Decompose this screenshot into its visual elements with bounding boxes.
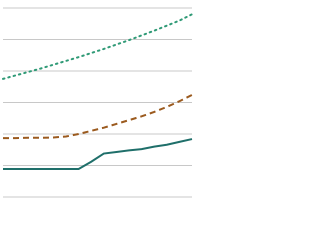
page: {"chart_data": {"type": "line", "x": [0,… (2, 7, 193, 198)
chart (2, 7, 193, 198)
data-line (2, 13, 193, 80)
data-line (3, 94, 193, 140)
data-line (3, 138, 193, 170)
